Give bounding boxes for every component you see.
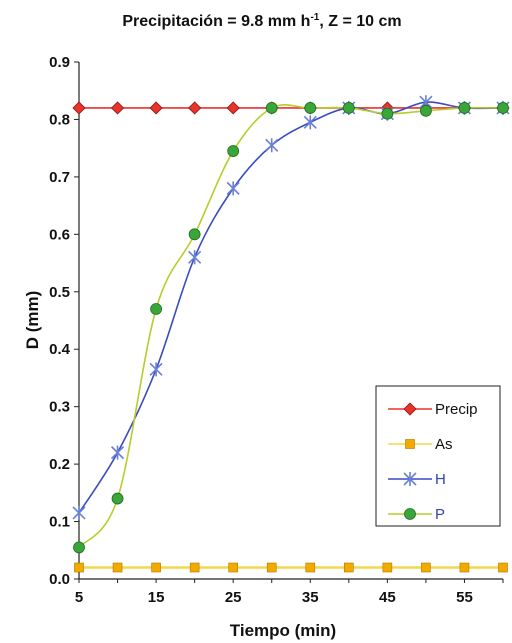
legend-label-h: H bbox=[435, 471, 446, 488]
data-point-p bbox=[381, 107, 394, 120]
y-tick-label: 0.5 bbox=[49, 284, 70, 301]
data-point-as bbox=[74, 562, 84, 573]
data-point-p bbox=[188, 228, 201, 241]
legend-marker-precip bbox=[403, 402, 417, 416]
legend-marker-h bbox=[403, 472, 417, 486]
data-point-as bbox=[112, 562, 123, 573]
legend-marker-p bbox=[404, 508, 416, 520]
legend: Precip As H P bbox=[375, 385, 501, 527]
data-point-h bbox=[110, 445, 125, 460]
data-point-as bbox=[305, 562, 316, 573]
data-point-h bbox=[188, 250, 202, 265]
x-tick-label: 35 bbox=[302, 589, 319, 606]
data-point-p bbox=[150, 303, 162, 315]
data-point-h bbox=[265, 138, 279, 153]
y-tick-label: 0.2 bbox=[49, 456, 70, 473]
x-tick-label: 45 bbox=[379, 589, 396, 606]
chart-title: Precipitación = 9.8 mm h-1, Z = 10 cm bbox=[122, 12, 401, 30]
y-axis-title: D (mm) bbox=[23, 291, 42, 350]
data-point-precip bbox=[72, 101, 86, 115]
title-superscript: -1 bbox=[310, 12, 319, 23]
data-point-as bbox=[382, 562, 393, 573]
data-point-p bbox=[342, 102, 355, 114]
title-main: Precipitación = 9.8 mm h bbox=[122, 13, 310, 30]
y-tick-label: 0.4 bbox=[49, 341, 71, 358]
x-tick-label: 5 bbox=[75, 589, 83, 606]
title-rest: , Z = 10 cm bbox=[319, 13, 401, 30]
data-point-as bbox=[498, 562, 508, 573]
x-tick-label: 15 bbox=[148, 589, 165, 606]
data-point-h bbox=[72, 505, 86, 520]
data-point-as bbox=[228, 562, 238, 573]
data-point-h bbox=[149, 362, 163, 377]
data-point-p bbox=[227, 145, 240, 157]
y-tick-label: 0.0 bbox=[49, 571, 70, 588]
data-point-as bbox=[189, 562, 200, 573]
data-point-precip bbox=[188, 101, 202, 115]
x-tick-label: 55 bbox=[456, 589, 473, 606]
data-point-as bbox=[421, 562, 431, 573]
data-point-p bbox=[304, 102, 317, 114]
x-axis-title: Tiempo (min) bbox=[230, 621, 336, 640]
legend-label-as: As bbox=[435, 436, 453, 453]
data-point-as bbox=[344, 562, 354, 573]
y-tick-label: 0.1 bbox=[49, 514, 70, 531]
data-point-p bbox=[420, 104, 432, 117]
plot-area: 0.0 0.1 0.2 0.3 0.4 0.5 0.6 0.7 0.8 0.9 5 15 25 35 45 5… bbox=[49, 54, 510, 606]
y-tick-label: 0.6 bbox=[49, 226, 70, 243]
data-point-p bbox=[458, 102, 471, 114]
legend-label-p: P bbox=[435, 506, 445, 523]
legend-label-precip: Precip bbox=[435, 401, 478, 418]
data-point-precip bbox=[226, 101, 240, 115]
data-point-p bbox=[265, 102, 278, 114]
y-tick-label: 0.8 bbox=[49, 111, 70, 128]
data-point-precip bbox=[149, 101, 163, 115]
y-tick-label: 0.7 bbox=[49, 169, 70, 186]
y-tick-label: 0.9 bbox=[49, 54, 70, 71]
data-point-p bbox=[111, 492, 124, 505]
data-point-p bbox=[497, 102, 509, 114]
data-point-h bbox=[226, 181, 240, 196]
data-point-precip bbox=[110, 101, 125, 115]
x-tick-label: 25 bbox=[225, 589, 242, 606]
y-tick-label: 0.3 bbox=[49, 399, 70, 416]
data-point-as bbox=[151, 562, 161, 573]
data-point-h bbox=[303, 115, 317, 130]
legend-marker-as bbox=[405, 439, 415, 449]
data-point-as bbox=[266, 562, 277, 573]
data-point-as bbox=[459, 562, 470, 573]
data-point-p bbox=[73, 541, 85, 554]
